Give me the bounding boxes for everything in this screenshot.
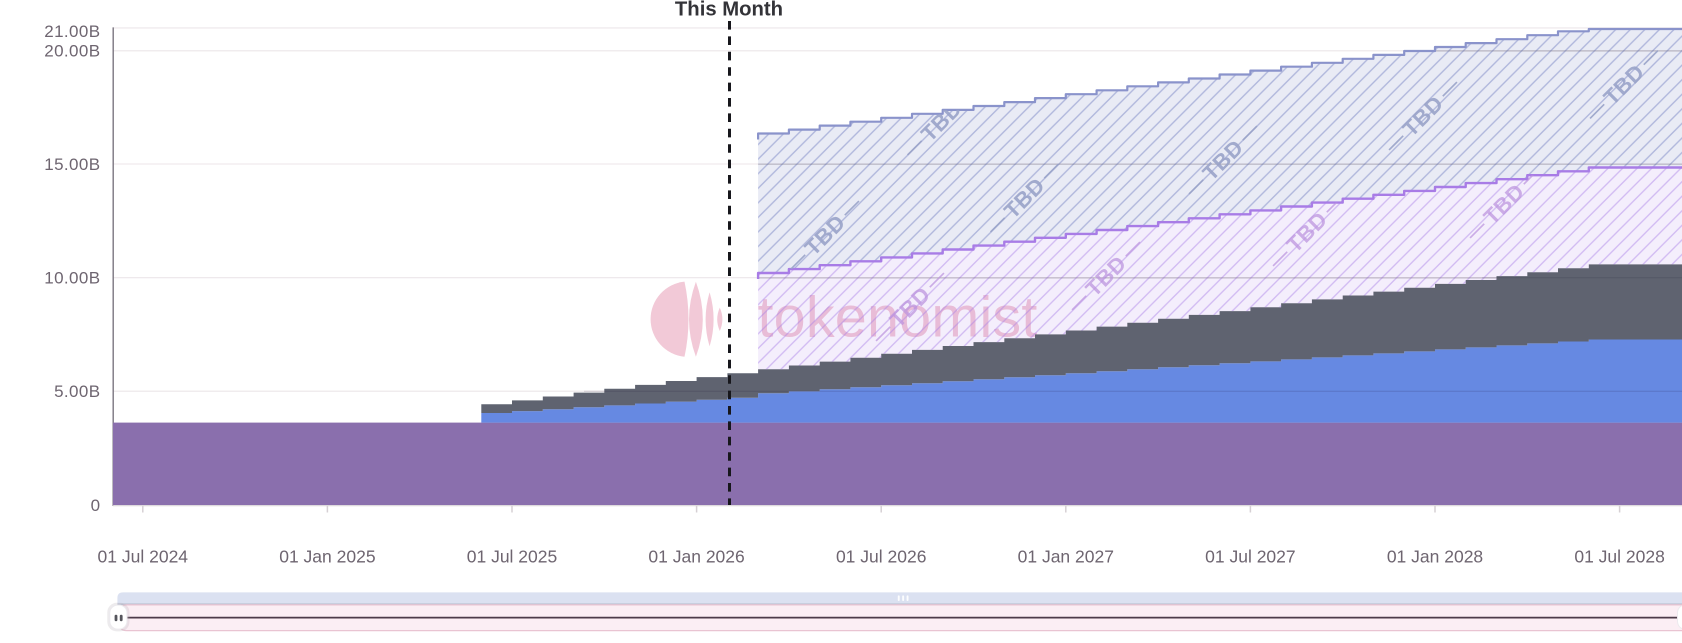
svg-text:01 Jul 2025: 01 Jul 2025	[467, 547, 558, 567]
svg-text:01 Jan 2025: 01 Jan 2025	[279, 547, 375, 567]
svg-text:01 Jan 2027: 01 Jan 2027	[1018, 547, 1114, 567]
svg-text:01 Jul 2024: 01 Jul 2024	[98, 547, 189, 567]
svg-text:20.00B: 20.00B	[44, 42, 100, 61]
svg-text:01 Jul 2026: 01 Jul 2026	[836, 547, 927, 567]
svg-text:01 Jul 2027: 01 Jul 2027	[1205, 547, 1296, 567]
svg-text:21.00B: 21.00B	[44, 22, 100, 41]
svg-text:01 Jan 2026: 01 Jan 2026	[648, 547, 744, 567]
svg-text:0: 0	[91, 496, 101, 515]
svg-text:01 Jul 2028: 01 Jul 2028	[1574, 547, 1665, 567]
svg-text:This Month: This Month	[675, 0, 783, 21]
svg-text:01 Jan 2028: 01 Jan 2028	[1387, 547, 1483, 567]
svg-text:5.00B: 5.00B	[54, 382, 100, 401]
svg-text:10.00B: 10.00B	[44, 269, 100, 288]
svg-text:15.00B: 15.00B	[44, 155, 100, 174]
